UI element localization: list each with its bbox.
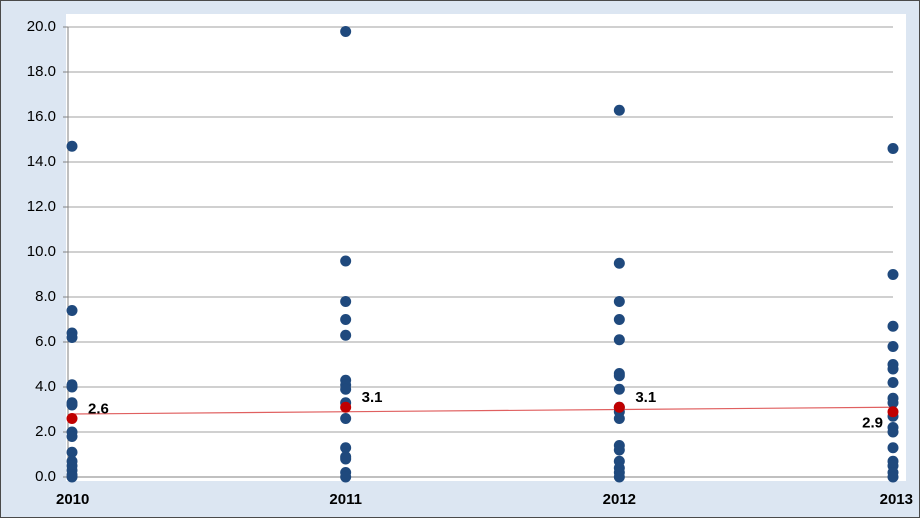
data-point <box>887 143 899 154</box>
mean-point <box>613 401 625 413</box>
mean-point <box>340 401 352 413</box>
y-tick-label: 14.0 <box>27 153 56 170</box>
data-point <box>887 363 899 375</box>
data-point <box>340 453 352 465</box>
data-label: 2.9 <box>862 415 883 432</box>
data-point <box>340 296 352 307</box>
y-tick-label: 6.0 <box>35 333 56 350</box>
plot-area <box>66 14 906 481</box>
data-point <box>887 397 899 409</box>
data-point <box>613 444 625 456</box>
x-tick-label: 2010 <box>56 491 89 508</box>
data-point <box>887 320 899 332</box>
data-point <box>613 104 625 116</box>
data-point <box>613 334 625 346</box>
data-point <box>613 383 625 395</box>
data-point <box>340 26 352 37</box>
mean-point <box>887 406 899 418</box>
x-tick-label: 2013 <box>880 491 913 508</box>
data-point <box>340 329 352 341</box>
data-point <box>66 305 78 316</box>
data-point <box>340 442 352 454</box>
x-tick-label: 2012 <box>603 491 636 508</box>
data-label: 3.1 <box>635 389 656 406</box>
data-point <box>887 471 899 483</box>
data-point <box>66 332 78 343</box>
data-point <box>887 426 899 438</box>
data-label: 2.6 <box>88 400 109 417</box>
data-point <box>66 399 78 411</box>
data-point <box>887 377 899 388</box>
data-point <box>887 269 899 280</box>
data-point <box>66 381 78 393</box>
y-tick-label: 2.0 <box>35 423 56 440</box>
data-point <box>66 140 78 152</box>
y-tick-label: 4.0 <box>35 378 56 395</box>
data-point <box>340 471 352 483</box>
data-point <box>613 370 625 382</box>
data-point <box>613 296 625 307</box>
data-point <box>887 442 899 454</box>
mean-point <box>66 413 78 424</box>
data-point <box>613 471 625 483</box>
data-point <box>340 383 352 395</box>
y-tick-label: 12.0 <box>27 198 56 215</box>
x-tick-label: 2011 <box>329 491 362 508</box>
data-point <box>340 314 352 325</box>
data-label: 3.1 <box>362 389 383 406</box>
data-point <box>66 446 78 458</box>
y-tick-label: 0.0 <box>35 468 56 485</box>
data-point <box>613 413 625 424</box>
data-point <box>66 471 78 483</box>
data-point <box>340 413 352 424</box>
data-point <box>887 341 899 352</box>
trend-line <box>71 406 894 415</box>
data-point <box>340 255 352 267</box>
y-tick-label: 16.0 <box>27 108 56 125</box>
data-point <box>613 314 625 325</box>
y-tick-label: 10.0 <box>27 243 56 260</box>
y-tick-label: 20.0 <box>27 18 56 35</box>
y-tick-label: 18.0 <box>27 63 56 80</box>
data-point <box>66 431 78 442</box>
y-tick-label: 8.0 <box>35 288 56 305</box>
data-point <box>613 257 625 269</box>
